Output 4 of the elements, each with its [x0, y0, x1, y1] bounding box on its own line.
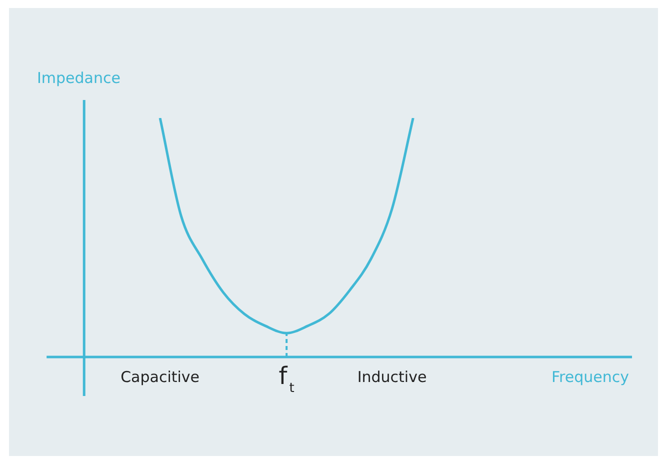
- x-axis-title: Frequency: [552, 368, 630, 386]
- x-tick-label: Capacitive: [120, 368, 200, 386]
- x-tick-label: Inductive: [357, 368, 427, 386]
- y-axis-title: Impedance: [37, 68, 120, 87]
